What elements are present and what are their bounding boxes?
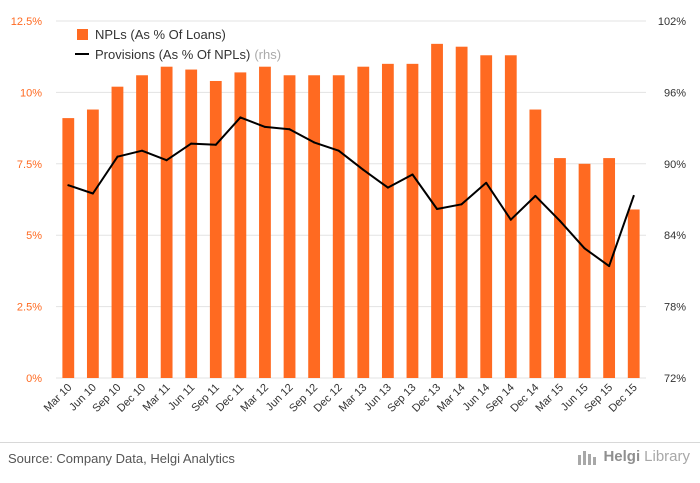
- legend-line-name: Provisions (As % Of NPLs): [95, 47, 250, 62]
- line-point: [165, 159, 168, 162]
- line-point: [411, 173, 414, 176]
- footer-divider: [0, 442, 700, 443]
- line-point: [534, 194, 537, 197]
- line-point: [91, 192, 94, 195]
- logo-brand: Helgi: [603, 448, 641, 465]
- x-tick-label: Mar 15: [533, 382, 566, 415]
- bar: [578, 163, 591, 378]
- right-tick-label: 72%: [664, 373, 686, 385]
- right-tick-label: 84%: [664, 230, 686, 242]
- bar: [406, 63, 419, 379]
- left-tick-label: 7.5%: [17, 159, 42, 171]
- x-tick-label: Mar 14: [435, 382, 468, 415]
- bar: [332, 75, 345, 378]
- bar: [283, 75, 296, 378]
- bar: [381, 63, 394, 379]
- line-point: [460, 203, 463, 206]
- line-point: [485, 181, 488, 184]
- legend-bar-label: NPLs (As % Of Loans): [95, 27, 226, 42]
- x-tick-label: Mar 13: [337, 382, 370, 415]
- line-point: [263, 125, 266, 128]
- provisions-line: [67, 116, 635, 268]
- x-tick-label: Mar 10: [42, 382, 75, 415]
- bar: [185, 69, 198, 378]
- line-point: [362, 168, 365, 171]
- line-point: [436, 208, 439, 211]
- line-point: [288, 128, 291, 131]
- left-axis: 0% 2.5% 5% 7.5% 10% 12.5%: [11, 16, 42, 385]
- bar: [62, 118, 75, 378]
- gridlines: [56, 20, 646, 379]
- line-series: [67, 116, 635, 268]
- bar: [234, 72, 247, 379]
- bar: [627, 209, 640, 378]
- bar: [209, 80, 222, 378]
- legend-line-label: Provisions (As % Of NPLs) (rhs): [95, 47, 281, 62]
- right-tick-label: 96%: [664, 87, 686, 99]
- legend-line-suffix: (rhs): [254, 47, 281, 62]
- bar: [504, 55, 517, 378]
- left-tick-label: 2.5%: [17, 302, 42, 314]
- line-point: [214, 143, 217, 146]
- library-logo-icon: [578, 450, 597, 465]
- bar: [603, 158, 616, 378]
- helgi-library-logo: Helgi Library: [577, 448, 690, 465]
- legend-bar-swatch: [77, 29, 88, 40]
- bar: [160, 66, 173, 379]
- left-tick-label: 0%: [26, 373, 42, 385]
- bar-series: [62, 43, 640, 379]
- bar: [554, 158, 566, 378]
- source-note: Source: Company Data, Helgi Analytics: [8, 451, 235, 466]
- bar: [136, 75, 148, 378]
- bar: [111, 86, 124, 379]
- line-point: [67, 184, 70, 187]
- line-point: [337, 149, 340, 152]
- bar: [357, 66, 370, 379]
- right-tick-label: 90%: [664, 159, 686, 171]
- bar: [431, 43, 443, 379]
- chart: 0% 2.5% 5% 7.5% 10% 12.5% 72% 78% 84% 90% 96% 102%…: [11, 16, 686, 415]
- line-point: [386, 186, 389, 189]
- bar: [259, 66, 271, 379]
- line-point: [558, 219, 561, 222]
- left-tick-label: 10%: [20, 87, 42, 99]
- legend: NPLs (As % Of Loans) Provisions (As % Of…: [75, 27, 281, 62]
- right-tick-label: 78%: [664, 302, 686, 314]
- bar: [308, 75, 321, 378]
- bar: [529, 109, 542, 378]
- x-tick-label: Mar 12: [238, 382, 271, 415]
- line-point: [116, 155, 119, 158]
- left-tick-label: 5%: [26, 230, 42, 242]
- line-point: [190, 142, 193, 145]
- x-tick-label: Mar 11: [141, 382, 173, 414]
- left-tick-label: 12.5%: [11, 16, 42, 28]
- line-point: [239, 116, 242, 119]
- line-point: [583, 247, 586, 250]
- line-point: [632, 194, 635, 197]
- line-point: [313, 141, 316, 144]
- bar: [480, 55, 493, 378]
- bar: [455, 46, 468, 378]
- logo-brand-suffix: Library: [644, 448, 690, 465]
- bar: [86, 109, 99, 378]
- line-point: [141, 149, 144, 152]
- right-tick-label: 102%: [658, 16, 686, 28]
- line-point: [608, 265, 611, 268]
- right-axis: 72% 78% 84% 90% 96% 102%: [658, 16, 686, 385]
- line-point: [509, 218, 512, 221]
